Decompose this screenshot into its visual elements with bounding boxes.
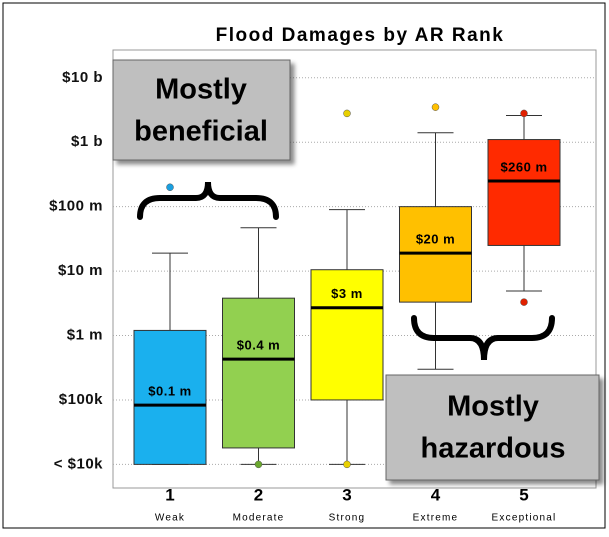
callout-beneficial: Mostly beneficial <box>112 59 291 220</box>
y-tick-label: < $10k <box>54 455 103 472</box>
x-tick-label: 1 <box>165 485 174 504</box>
box <box>310 269 384 401</box>
x-category-name: Moderate <box>233 513 285 524</box>
brace <box>411 315 555 361</box>
median-label: $20 m <box>416 232 455 247</box>
y-tick-label: $10 b <box>62 69 103 86</box>
x-tick-label: 5 <box>519 485 528 504</box>
outlier <box>254 460 263 469</box>
x-tick-label: 4 <box>431 485 441 504</box>
annotation: Mostly <box>155 74 247 106</box>
outlier <box>343 460 351 469</box>
x-category-name: Extreme <box>413 513 459 524</box>
median-label: $0.4 m <box>237 338 280 353</box>
box <box>133 329 207 465</box>
box <box>487 139 561 246</box>
chart-title: Flood Damages by AR Rank <box>216 25 505 46</box>
y-tick-label: $10 m <box>58 262 103 279</box>
outlier <box>343 109 351 118</box>
x-category-name: Exceptional <box>492 513 557 524</box>
x-tick-label: 3 <box>342 485 351 504</box>
outlier <box>166 183 174 192</box>
box <box>222 297 295 449</box>
x-category-name: Weak <box>155 513 185 524</box>
annotation: Mostly <box>447 391 539 423</box>
annotation: beneficial <box>134 116 268 148</box>
x-category-name: Strong <box>329 513 366 524</box>
callout-hazardous: Mostly hazardous <box>385 315 600 481</box>
outlier <box>431 103 440 111</box>
median-label: $3 m <box>331 286 363 301</box>
outlier <box>520 109 528 118</box>
x-tick-label: 2 <box>254 485 263 504</box>
y-tick-label: $1 b <box>71 133 103 150</box>
median-label: $260 m <box>500 159 547 174</box>
outlier <box>520 298 528 306</box>
brace <box>137 181 279 220</box>
y-tick-label: $100k <box>59 391 103 408</box>
y-tick-label: $1 m <box>67 326 103 343</box>
callout-box <box>385 374 600 481</box>
median-label: $0.1 m <box>148 384 191 399</box>
callout-box <box>112 59 291 161</box>
annotation: hazardous <box>420 433 565 465</box>
plot-area <box>112 49 597 489</box>
y-tick-label: $100 m <box>49 198 103 215</box>
